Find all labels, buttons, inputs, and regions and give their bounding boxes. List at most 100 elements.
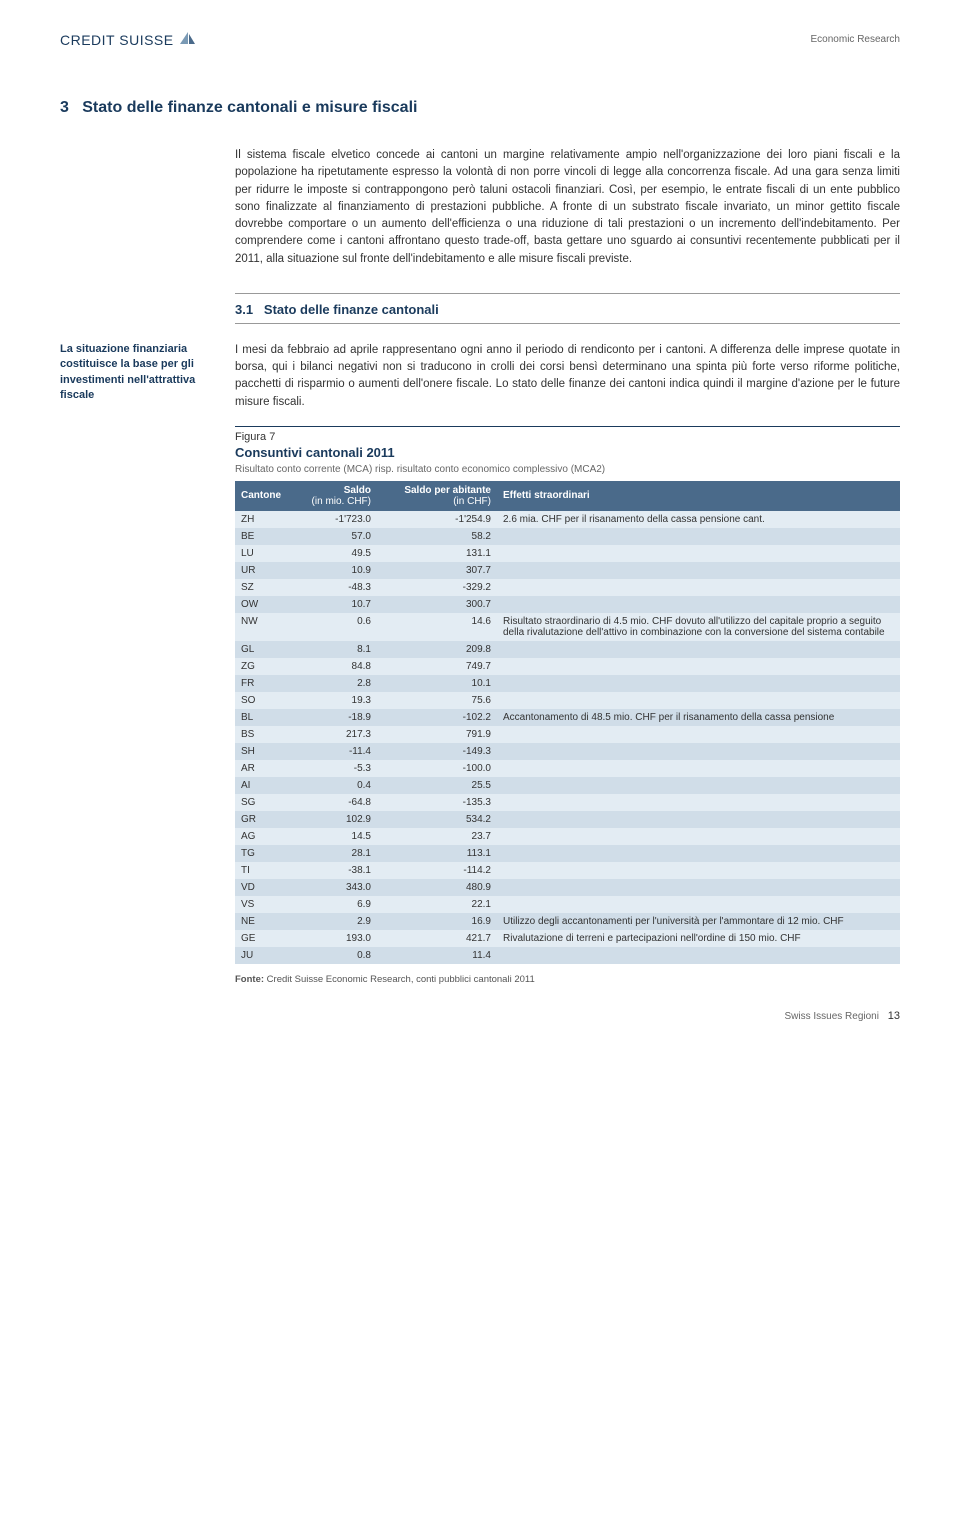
table-row: NE2.916.9Utilizzo degli accantonamenti p… <box>235 913 900 930</box>
figure-title: Consuntivi cantonali 2011 <box>235 445 900 460</box>
cell-canton: VD <box>235 879 287 896</box>
cell-canton: AG <box>235 828 287 845</box>
sail-icon <box>178 30 198 49</box>
cell-canton: FR <box>235 675 287 692</box>
cell-effects <box>497 743 900 760</box>
cell-canton: GR <box>235 811 287 828</box>
cell-canton: SO <box>235 692 287 709</box>
cell-canton: GL <box>235 641 287 658</box>
cell-saldo: 19.3 <box>287 692 377 709</box>
table-row: SZ-48.3-329.2 <box>235 579 900 596</box>
cell-saldo: -11.4 <box>287 743 377 760</box>
cell-canton: ZH <box>235 511 287 528</box>
cell-saldo: 2.9 <box>287 913 377 930</box>
cell-saldo: 0.8 <box>287 947 377 964</box>
cell-effects <box>497 811 900 828</box>
cell-effects <box>497 579 900 596</box>
cell-effects: Accantonamento di 48.5 mio. CHF per il r… <box>497 709 900 726</box>
table-header-row: Cantone Saldo (in mio. CHF) Saldo per ab… <box>235 481 900 511</box>
cell-effects <box>497 596 900 613</box>
cell-percapita: 307.7 <box>377 562 497 579</box>
cell-effects <box>497 545 900 562</box>
cell-percapita: 113.1 <box>377 845 497 862</box>
figure-source: Fonte: Credit Suisse Economic Research, … <box>235 974 900 985</box>
col-percapita-label: Saldo per abitante <box>404 485 491 496</box>
cell-saldo: 217.3 <box>287 726 377 743</box>
cell-effects <box>497 947 900 964</box>
cell-percapita: 209.8 <box>377 641 497 658</box>
cell-saldo: 6.9 <box>287 896 377 913</box>
margin-note: La situazione finanziaria costituisce la… <box>60 342 215 411</box>
section-title-text: Stato delle finanze cantonali e misure f… <box>82 99 417 116</box>
cell-canton: AR <box>235 760 287 777</box>
cell-effects: Risultato straordinario di 4.5 mio. CHF … <box>497 613 900 641</box>
cell-percapita: 791.9 <box>377 726 497 743</box>
subsection-title: 3.1 Stato delle finanze cantonali <box>235 302 900 317</box>
cell-percapita: 58.2 <box>377 528 497 545</box>
cell-saldo: 49.5 <box>287 545 377 562</box>
cell-effects <box>497 879 900 896</box>
cell-effects: Rivalutazione di terreni e partecipazion… <box>497 930 900 947</box>
table-row: SG-64.8-135.3 <box>235 794 900 811</box>
table-row: GL8.1209.8 <box>235 641 900 658</box>
cell-effects <box>497 675 900 692</box>
cell-saldo: 0.6 <box>287 613 377 641</box>
col-percapita: Saldo per abitante (in CHF) <box>377 481 497 511</box>
section-number: 3 <box>60 99 69 116</box>
header-category: Economic Research <box>811 34 900 45</box>
main-paragraph: I mesi da febbraio ad aprile rappresenta… <box>235 342 900 411</box>
table-row: AR-5.3-100.0 <box>235 760 900 777</box>
cell-effects <box>497 794 900 811</box>
cell-percapita: 131.1 <box>377 545 497 562</box>
table-row: UR10.9307.7 <box>235 562 900 579</box>
table-row: VS6.922.1 <box>235 896 900 913</box>
cell-saldo: 84.8 <box>287 658 377 675</box>
cell-saldo: -18.9 <box>287 709 377 726</box>
cell-canton: JU <box>235 947 287 964</box>
divider <box>235 293 900 294</box>
table-row: FR2.810.1 <box>235 675 900 692</box>
cell-percapita: 16.9 <box>377 913 497 930</box>
col-saldo-unit: (in mio. CHF) <box>293 496 371 507</box>
cell-canton: NW <box>235 613 287 641</box>
cell-canton: UR <box>235 562 287 579</box>
cell-canton: ZG <box>235 658 287 675</box>
logo-text: CREDIT SUISSE <box>60 32 174 48</box>
figure-label: Figura 7 <box>235 431 900 443</box>
cell-effects <box>497 862 900 879</box>
cell-canton: SZ <box>235 579 287 596</box>
cell-saldo: 8.1 <box>287 641 377 658</box>
cell-effects <box>497 760 900 777</box>
cell-effects <box>497 562 900 579</box>
col-canton: Cantone <box>235 481 287 511</box>
col-saldo: Saldo (in mio. CHF) <box>287 481 377 511</box>
subsection-number: 3.1 <box>235 302 253 317</box>
cell-effects <box>497 726 900 743</box>
cell-effects <box>497 845 900 862</box>
table-row: GR102.9534.2 <box>235 811 900 828</box>
table-row: JU0.811.4 <box>235 947 900 964</box>
page-footer: Swiss Issues Regioni 13 <box>60 1010 900 1022</box>
table-row: ZG84.8749.7 <box>235 658 900 675</box>
cell-effects <box>497 641 900 658</box>
footer-text: Swiss Issues Regioni <box>784 1011 878 1022</box>
cell-saldo: -64.8 <box>287 794 377 811</box>
cell-effects <box>497 658 900 675</box>
table-row: GE193.0421.7Rivalutazione di terreni e p… <box>235 930 900 947</box>
cell-saldo: -48.3 <box>287 579 377 596</box>
cell-percapita: 534.2 <box>377 811 497 828</box>
cell-percapita: 10.1 <box>377 675 497 692</box>
cell-saldo: 28.1 <box>287 845 377 862</box>
cell-percapita: -135.3 <box>377 794 497 811</box>
cell-percapita: -1'254.9 <box>377 511 497 528</box>
cell-effects: Utilizzo degli accantonamenti per l'univ… <box>497 913 900 930</box>
cell-percapita: 25.5 <box>377 777 497 794</box>
cell-effects <box>497 828 900 845</box>
table-row: TG28.1113.1 <box>235 845 900 862</box>
logo: CREDIT SUISSE <box>60 30 198 49</box>
cell-canton: GE <box>235 930 287 947</box>
cell-saldo: 57.0 <box>287 528 377 545</box>
subsection-title-text: Stato delle finanze cantonali <box>264 302 439 317</box>
table-row: TI-38.1-114.2 <box>235 862 900 879</box>
cell-effects <box>497 777 900 794</box>
